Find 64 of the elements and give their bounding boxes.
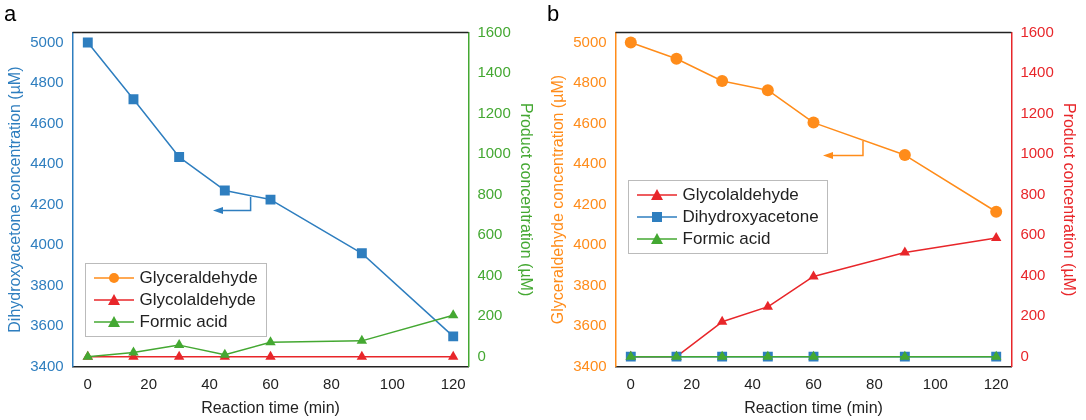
x-axis-title: Reaction time (min) bbox=[201, 398, 340, 416]
y-tick-label: 3800 bbox=[573, 275, 607, 293]
legend-label: Formic acid bbox=[139, 310, 228, 333]
y-axis-title: Dihydroxyacetone concentration (µM) bbox=[6, 66, 24, 333]
y2-axis-title: Product concentration (µM) bbox=[517, 102, 535, 297]
legend-label: Glycolaldehyde bbox=[682, 183, 799, 206]
y2-tick-label: 1200 bbox=[1020, 103, 1054, 121]
x-tick-label: 60 bbox=[805, 374, 822, 392]
y2-tick-label: 600 bbox=[1020, 225, 1046, 243]
y-tick-label: 4800 bbox=[30, 73, 64, 91]
y-tick-label: 4000 bbox=[30, 235, 64, 253]
x-tick-label: 100 bbox=[379, 374, 405, 392]
y2-tick-label: 400 bbox=[1020, 265, 1046, 283]
x-tick-label: 100 bbox=[922, 374, 948, 392]
y2-tick-label: 600 bbox=[477, 225, 503, 243]
y-tick-label: 4200 bbox=[573, 194, 607, 212]
x-tick-label: 0 bbox=[83, 374, 92, 392]
y-tick-label: 4600 bbox=[573, 113, 607, 131]
y-tick-label: 4400 bbox=[573, 154, 607, 172]
y2-tick-label: 800 bbox=[477, 184, 503, 202]
y-tick-label: 4400 bbox=[30, 154, 64, 172]
y-tick-label: 4000 bbox=[573, 235, 607, 253]
y2-tick-label: 1200 bbox=[477, 103, 511, 121]
chart-title: a bbox=[4, 1, 17, 27]
y-tick-label: 3600 bbox=[30, 316, 64, 334]
y-axis-title: Glyceraldehyde concentration (µM) bbox=[549, 74, 567, 325]
x-axis-title: Reaction time (min) bbox=[744, 398, 883, 416]
y2-tick-label: 200 bbox=[1020, 306, 1046, 324]
y-tick-label: 5000 bbox=[30, 32, 64, 50]
y-tick-label: 3400 bbox=[30, 356, 64, 374]
y2-tick-label: 200 bbox=[477, 306, 503, 324]
y2-tick-label: 1000 bbox=[477, 144, 511, 162]
y2-tick-label: 1600 bbox=[477, 22, 511, 40]
y2-tick-label: 0 bbox=[477, 346, 486, 364]
y-tick-label: 4600 bbox=[30, 113, 64, 131]
y2-tick-label: 1600 bbox=[1020, 22, 1054, 40]
y2-tick-label: 1400 bbox=[477, 63, 511, 81]
x-tick-label: 120 bbox=[983, 374, 1009, 392]
x-tick-label: 80 bbox=[866, 374, 883, 392]
y2-axis-title: Product concentration (µM) bbox=[1060, 102, 1078, 297]
y-tick-label: 5000 bbox=[573, 32, 607, 50]
y-tick-label: 3600 bbox=[573, 316, 607, 334]
y-tick-label: 4200 bbox=[30, 194, 64, 212]
legend-label: Glyceraldehyde bbox=[139, 266, 258, 289]
x-tick-label: 80 bbox=[323, 374, 340, 392]
x-tick-label: 0 bbox=[626, 374, 635, 392]
chart-title: b bbox=[547, 1, 560, 27]
legend-label: Formic acid bbox=[682, 227, 771, 250]
x-tick-label: 40 bbox=[201, 374, 218, 392]
x-tick-label: 20 bbox=[140, 374, 158, 392]
x-tick-label: 60 bbox=[262, 374, 279, 392]
x-tick-label: 20 bbox=[683, 374, 701, 392]
y-tick-label: 4800 bbox=[573, 73, 607, 91]
x-tick-label: 120 bbox=[440, 374, 466, 392]
legend-label: Dihydroxyacetone bbox=[682, 205, 819, 228]
y2-tick-label: 1000 bbox=[1020, 144, 1054, 162]
y2-tick-label: 0 bbox=[1020, 346, 1029, 364]
y2-tick-label: 800 bbox=[1020, 184, 1046, 202]
y2-tick-label: 400 bbox=[477, 265, 503, 283]
y-tick-label: 3800 bbox=[30, 275, 64, 293]
y2-tick-label: 1400 bbox=[1020, 63, 1054, 81]
y-tick-label: 3400 bbox=[573, 356, 607, 374]
x-tick-label: 40 bbox=[744, 374, 761, 392]
legend-label: Glycolaldehyde bbox=[139, 288, 256, 311]
